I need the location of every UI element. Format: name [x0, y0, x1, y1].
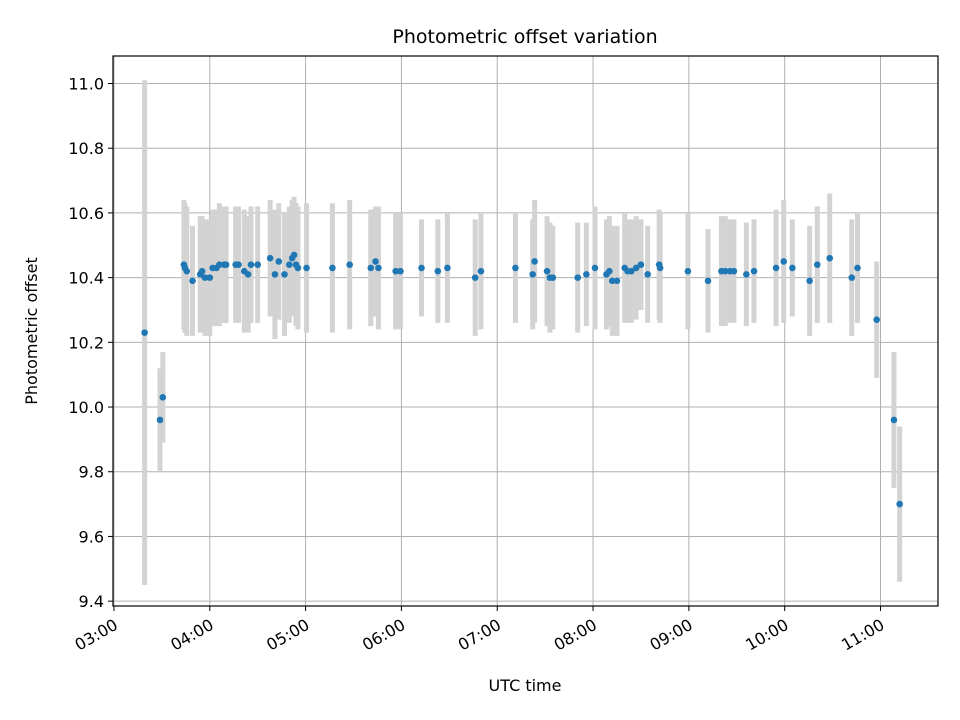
data-point — [549, 274, 557, 281]
data-point — [156, 416, 164, 424]
data-point — [628, 267, 635, 275]
data-point — [216, 261, 223, 268]
y-tick-label: 10.8 — [68, 139, 104, 158]
data-point — [743, 271, 750, 278]
data-point — [656, 264, 664, 272]
data-point — [477, 267, 485, 275]
data-point — [201, 274, 209, 281]
data-point — [704, 277, 712, 285]
data-point — [198, 267, 206, 275]
data-point — [613, 277, 621, 285]
data-point — [873, 316, 880, 323]
data-point — [266, 254, 274, 262]
data-point — [644, 271, 651, 278]
data-point — [721, 267, 729, 275]
data-point — [730, 267, 738, 275]
data-point — [372, 258, 379, 265]
y-axis-title: Photometric offset — [22, 257, 41, 405]
data-point — [329, 264, 336, 272]
data-point — [367, 264, 375, 272]
data-point — [574, 274, 582, 281]
data-point — [375, 264, 382, 272]
data-point — [896, 500, 903, 508]
data-point — [606, 267, 613, 275]
data-point — [684, 267, 692, 275]
data-point — [854, 264, 861, 272]
data-point — [294, 264, 302, 272]
data-point — [159, 394, 167, 401]
data-point — [789, 264, 796, 272]
data-point — [418, 264, 425, 272]
y-tick-label: 9.6 — [79, 527, 104, 546]
data-point — [608, 277, 616, 285]
data-point — [826, 254, 834, 262]
data-point — [275, 258, 283, 265]
data-point — [290, 251, 298, 259]
grid-lines — [113, 56, 938, 606]
data-point — [222, 261, 230, 268]
data-point — [244, 271, 252, 278]
data-point — [591, 264, 599, 272]
data-point — [772, 264, 780, 272]
chart-title: Photometric offset variation — [392, 26, 657, 48]
data-point — [281, 271, 288, 278]
data-point — [890, 416, 898, 424]
data-point — [632, 264, 640, 272]
y-tick-label: 9.4 — [79, 592, 104, 611]
y-tick-label: 11.0 — [68, 75, 104, 94]
data-point — [512, 264, 519, 272]
data-point — [346, 261, 353, 268]
data-point — [806, 277, 813, 285]
y-tick-label: 9.8 — [79, 463, 104, 482]
data-points — [141, 251, 903, 508]
data-point — [392, 267, 399, 275]
data-point — [247, 261, 255, 268]
data-point — [271, 271, 279, 278]
data-point — [848, 274, 856, 281]
data-point — [189, 277, 196, 285]
y-axis: 9.4 9.6 9.8 10.0 10.2 10.4 10.6 10.8 11.0 — [68, 75, 113, 611]
data-point — [397, 267, 404, 275]
data-point — [583, 271, 590, 278]
y-tick-label: 10.6 — [68, 204, 104, 223]
x-axis-title: UTC time — [489, 676, 562, 695]
data-point — [254, 261, 261, 268]
data-point — [444, 264, 451, 272]
y-tick-label: 10.0 — [68, 398, 104, 417]
data-point — [543, 267, 551, 275]
data-point — [750, 267, 758, 275]
data-point — [529, 271, 536, 278]
data-point — [780, 258, 788, 265]
data-point — [235, 261, 242, 268]
data-point — [303, 264, 310, 272]
data-point — [637, 261, 645, 268]
data-point — [531, 258, 538, 265]
plot-frame — [112, 55, 939, 607]
data-point — [286, 261, 293, 268]
y-tick-label: 10.4 — [68, 269, 104, 288]
data-point — [813, 261, 821, 268]
data-point — [183, 267, 191, 275]
data-point — [141, 329, 148, 336]
data-point — [471, 274, 479, 281]
y-tick-label: 10.2 — [68, 333, 104, 352]
data-point — [206, 274, 214, 281]
data-point — [434, 267, 442, 275]
